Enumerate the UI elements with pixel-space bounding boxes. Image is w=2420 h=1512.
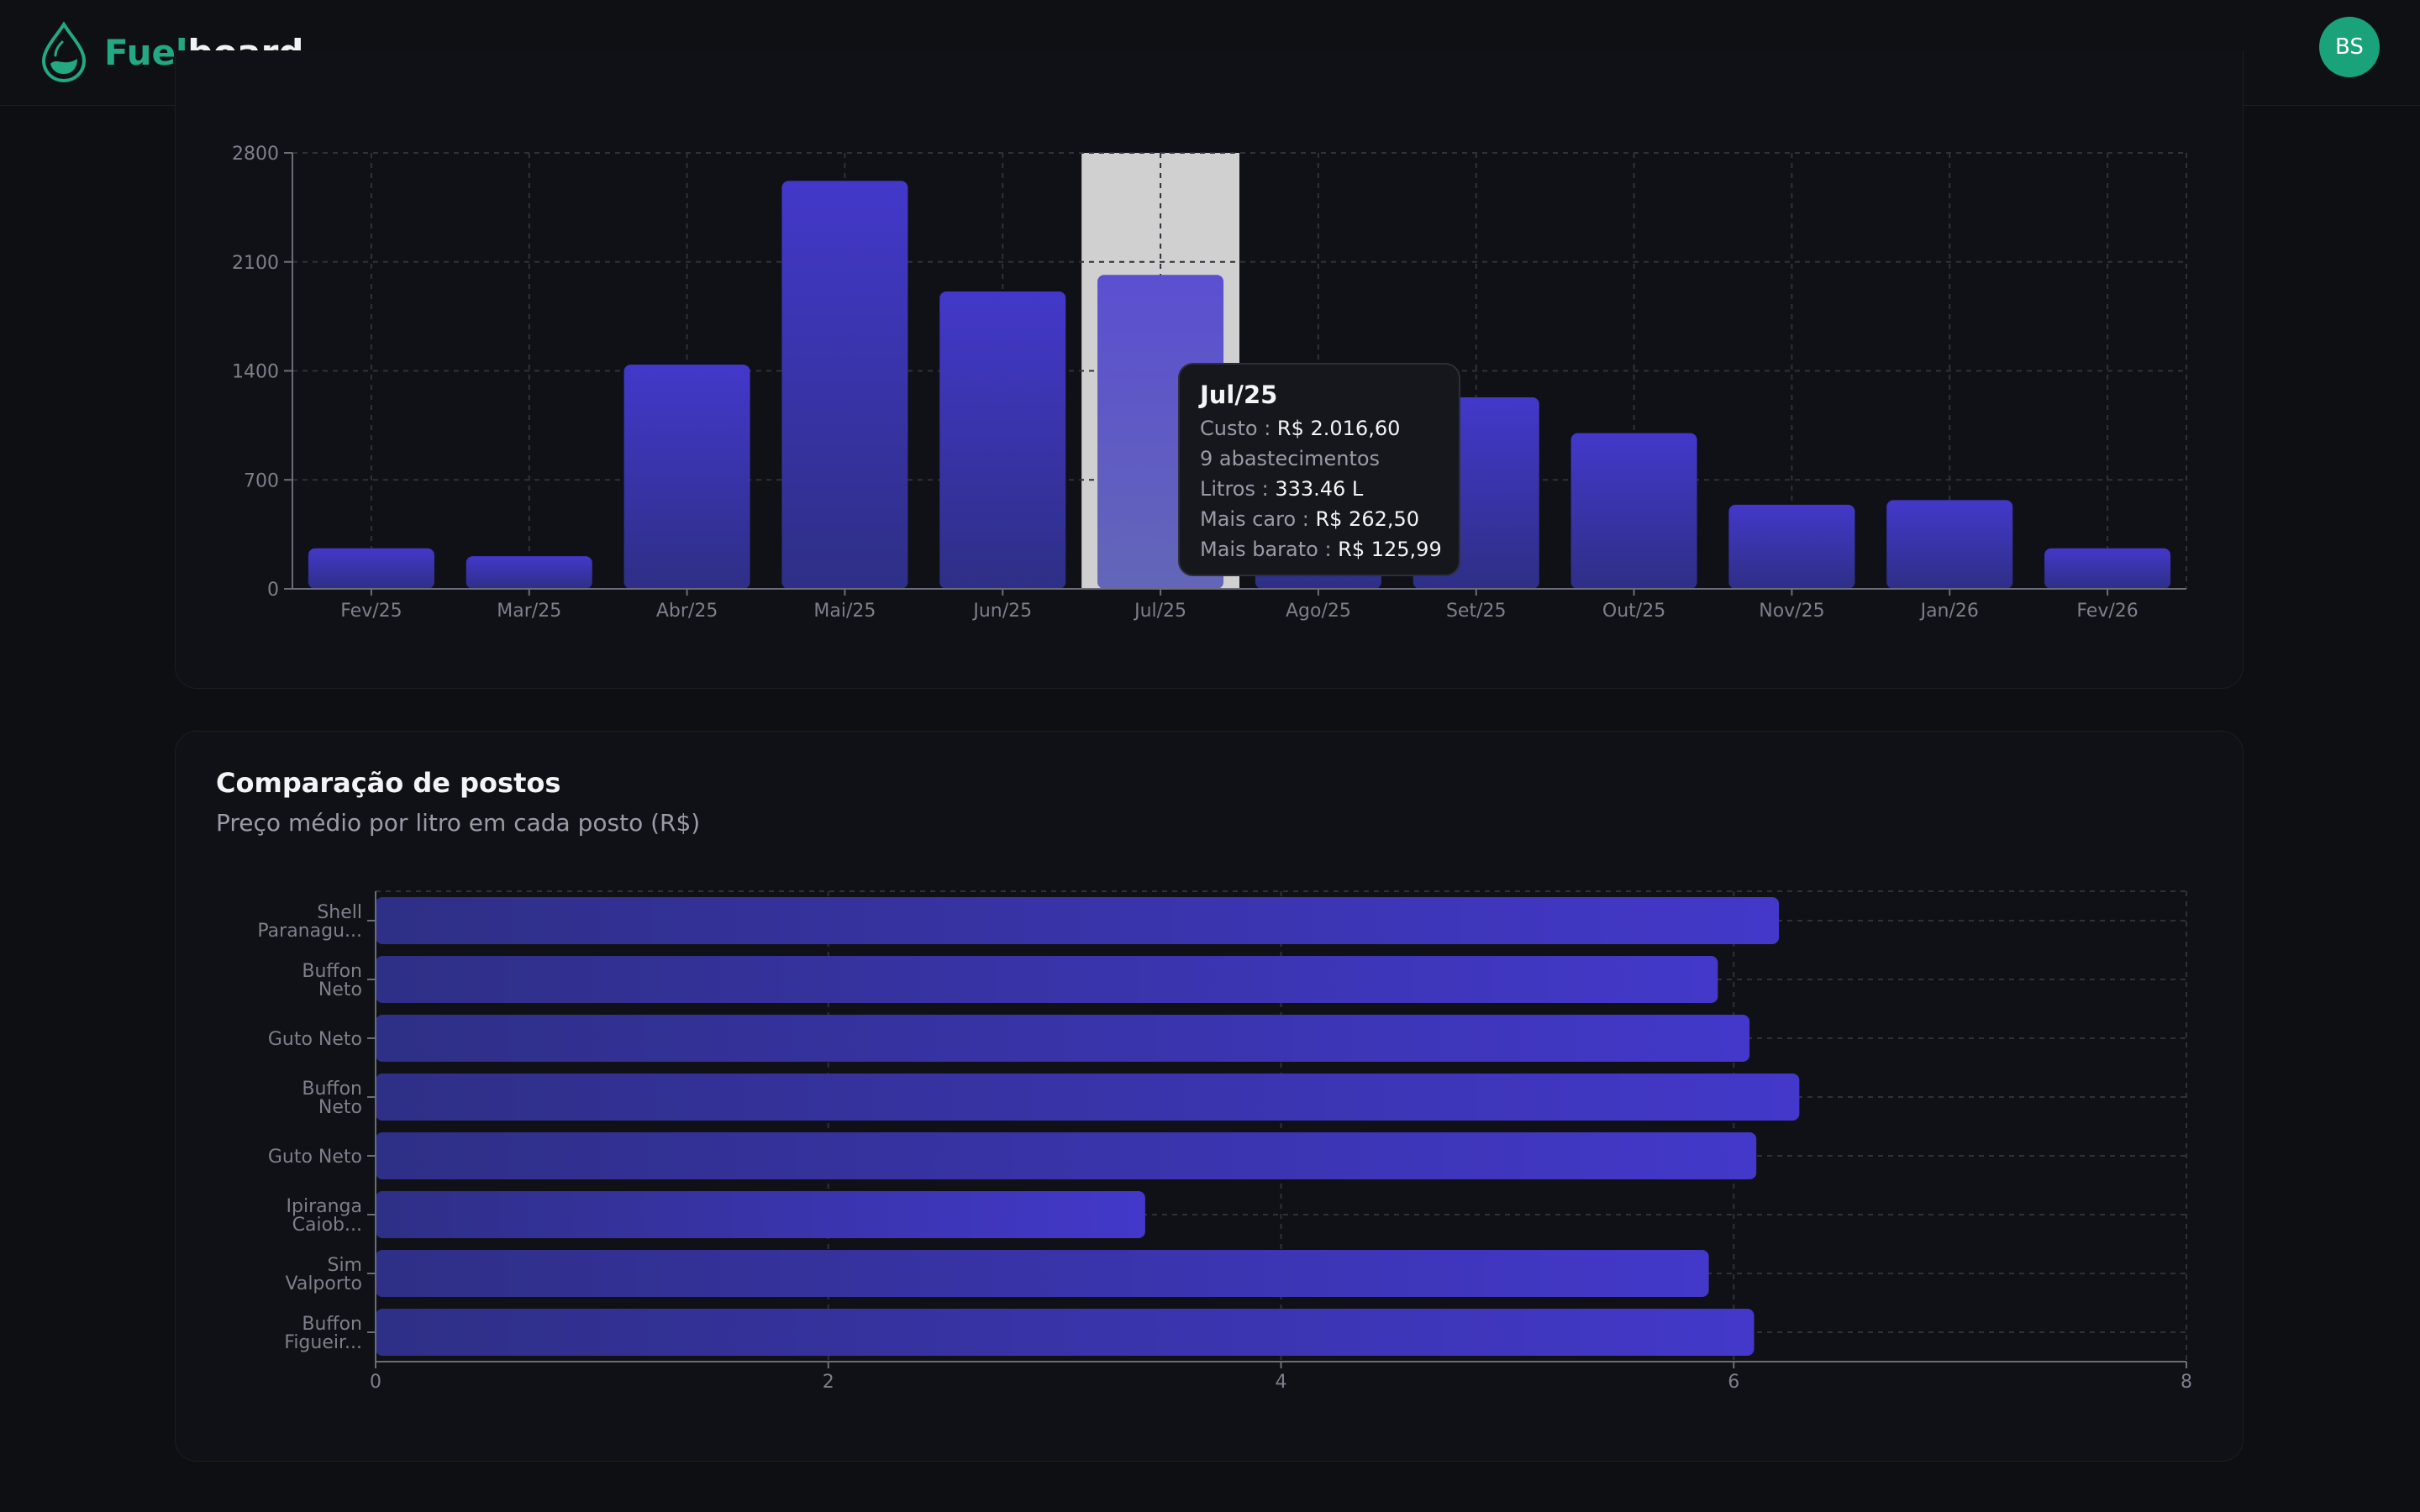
tooltip-liters: Litros : 333.46 L — [1200, 474, 1439, 504]
station-label: Buffon — [302, 1079, 362, 1100]
station-label: Neto — [318, 979, 362, 1000]
user-avatar[interactable]: BS — [2319, 17, 2380, 77]
bar-jun-25[interactable] — [939, 291, 1066, 589]
tooltip-title: Jul/25 — [1200, 381, 1278, 409]
tooltip-liters-label: Litros : — [1200, 477, 1276, 501]
bar-jan-26[interactable] — [1886, 500, 2013, 589]
x-tick-label: Nov/25 — [1759, 601, 1824, 622]
station-bar[interactable] — [376, 956, 1718, 1003]
tooltip-max: Mais caro : R$ 262,50 — [1200, 504, 1439, 534]
x-tick-label: Jun/25 — [971, 601, 1032, 622]
y-tick-label: 2800 — [232, 144, 279, 165]
x-tick-label: 0 — [370, 1372, 381, 1393]
station-bar[interactable] — [376, 1250, 1709, 1297]
fuel-drop-icon — [41, 22, 87, 83]
station-bar[interactable] — [376, 1191, 1145, 1238]
y-tick-label: 0 — [267, 580, 279, 601]
y-tick-label: 1400 — [232, 362, 279, 383]
bar-mai-25[interactable] — [781, 181, 908, 589]
bar-mar-25[interactable] — [466, 556, 592, 589]
x-tick-label: Mai/25 — [813, 601, 876, 622]
station-bar[interactable] — [376, 1132, 1757, 1179]
y-tick-label: 700 — [244, 470, 279, 491]
x-tick-label: 6 — [1728, 1372, 1739, 1393]
bar-fev-26[interactable] — [2044, 548, 2171, 589]
card-title: Comparação de postos — [216, 767, 561, 799]
card-subtitle: Preço médio por litro em cada posto (R$) — [216, 809, 701, 837]
x-tick-label: Fev/25 — [340, 601, 402, 622]
x-tick-label: Jan/26 — [1919, 601, 1979, 622]
station-label: Ipiranga — [287, 1196, 362, 1217]
station-bar[interactable] — [376, 1074, 1800, 1121]
tooltip-max-value: R$ 262,50 — [1315, 507, 1420, 531]
station-bar[interactable] — [376, 897, 1780, 944]
tooltip-min-label: Mais barato : — [1200, 538, 1339, 561]
x-tick-label: 2 — [823, 1372, 834, 1393]
chart-tooltip: Jul/25 Custo : R$ 2.016,60 9 abastecimen… — [1178, 363, 1460, 576]
station-label: Shell — [317, 902, 362, 923]
y-tick-label: 2100 — [232, 253, 279, 274]
station-bar[interactable] — [376, 1015, 1750, 1062]
x-tick-label: Ago/25 — [1286, 601, 1351, 622]
x-tick-label: Mar/25 — [497, 601, 561, 622]
x-tick-label: 4 — [1276, 1372, 1287, 1393]
tooltip-max-label: Mais caro : — [1200, 507, 1316, 531]
station-label: Buffon — [302, 1314, 362, 1335]
x-tick-label: Jul/25 — [1133, 601, 1186, 622]
station-label: Paranagu... — [257, 921, 362, 942]
tooltip-min: Mais barato : R$ 125,99 — [1200, 534, 1442, 564]
bar-nov-25[interactable] — [1728, 504, 1855, 589]
tooltip-fills: 9 abastecimentos — [1200, 447, 1381, 470]
x-tick-label: 8 — [2181, 1372, 2192, 1393]
x-tick-label: Out/25 — [1602, 601, 1665, 622]
x-tick-label: Set/25 — [1446, 601, 1507, 622]
tooltip-cost: Custo : R$ 2.016,60 — [1200, 413, 1439, 444]
station-label: Valporto — [286, 1273, 363, 1294]
station-label: Caiob... — [292, 1215, 362, 1236]
monthly-cost-chart: 0 700 1400 2100 2800 Fev/25 Mar/25 Abr/25 Mai/25… — [232, 144, 2187, 622]
bar-fev-25[interactable] — [308, 548, 434, 589]
logo-text-fuel: Fuel — [104, 32, 188, 73]
tooltip-cost-label: Custo : — [1200, 417, 1277, 440]
station-label: Sim — [327, 1255, 362, 1276]
bar-out-25[interactable] — [1570, 433, 1697, 589]
station-label: Buffon — [302, 961, 362, 982]
x-tick-label: Fev/26 — [2076, 601, 2138, 622]
station-bar[interactable] — [376, 1309, 1754, 1356]
station-label: Guto Neto — [268, 1029, 362, 1050]
tooltip-min-value: R$ 125,99 — [1338, 538, 1442, 561]
station-label: Neto — [318, 1097, 362, 1118]
tooltip-liters-value: 333.46 L — [1275, 477, 1364, 501]
station-label: Figueir... — [284, 1332, 362, 1353]
x-tick-label: Abr/25 — [656, 601, 718, 622]
tooltip-cost-value: R$ 2.016,60 — [1276, 417, 1401, 440]
bar-abr-25[interactable] — [623, 365, 750, 589]
station-label: Guto Neto — [268, 1147, 362, 1168]
